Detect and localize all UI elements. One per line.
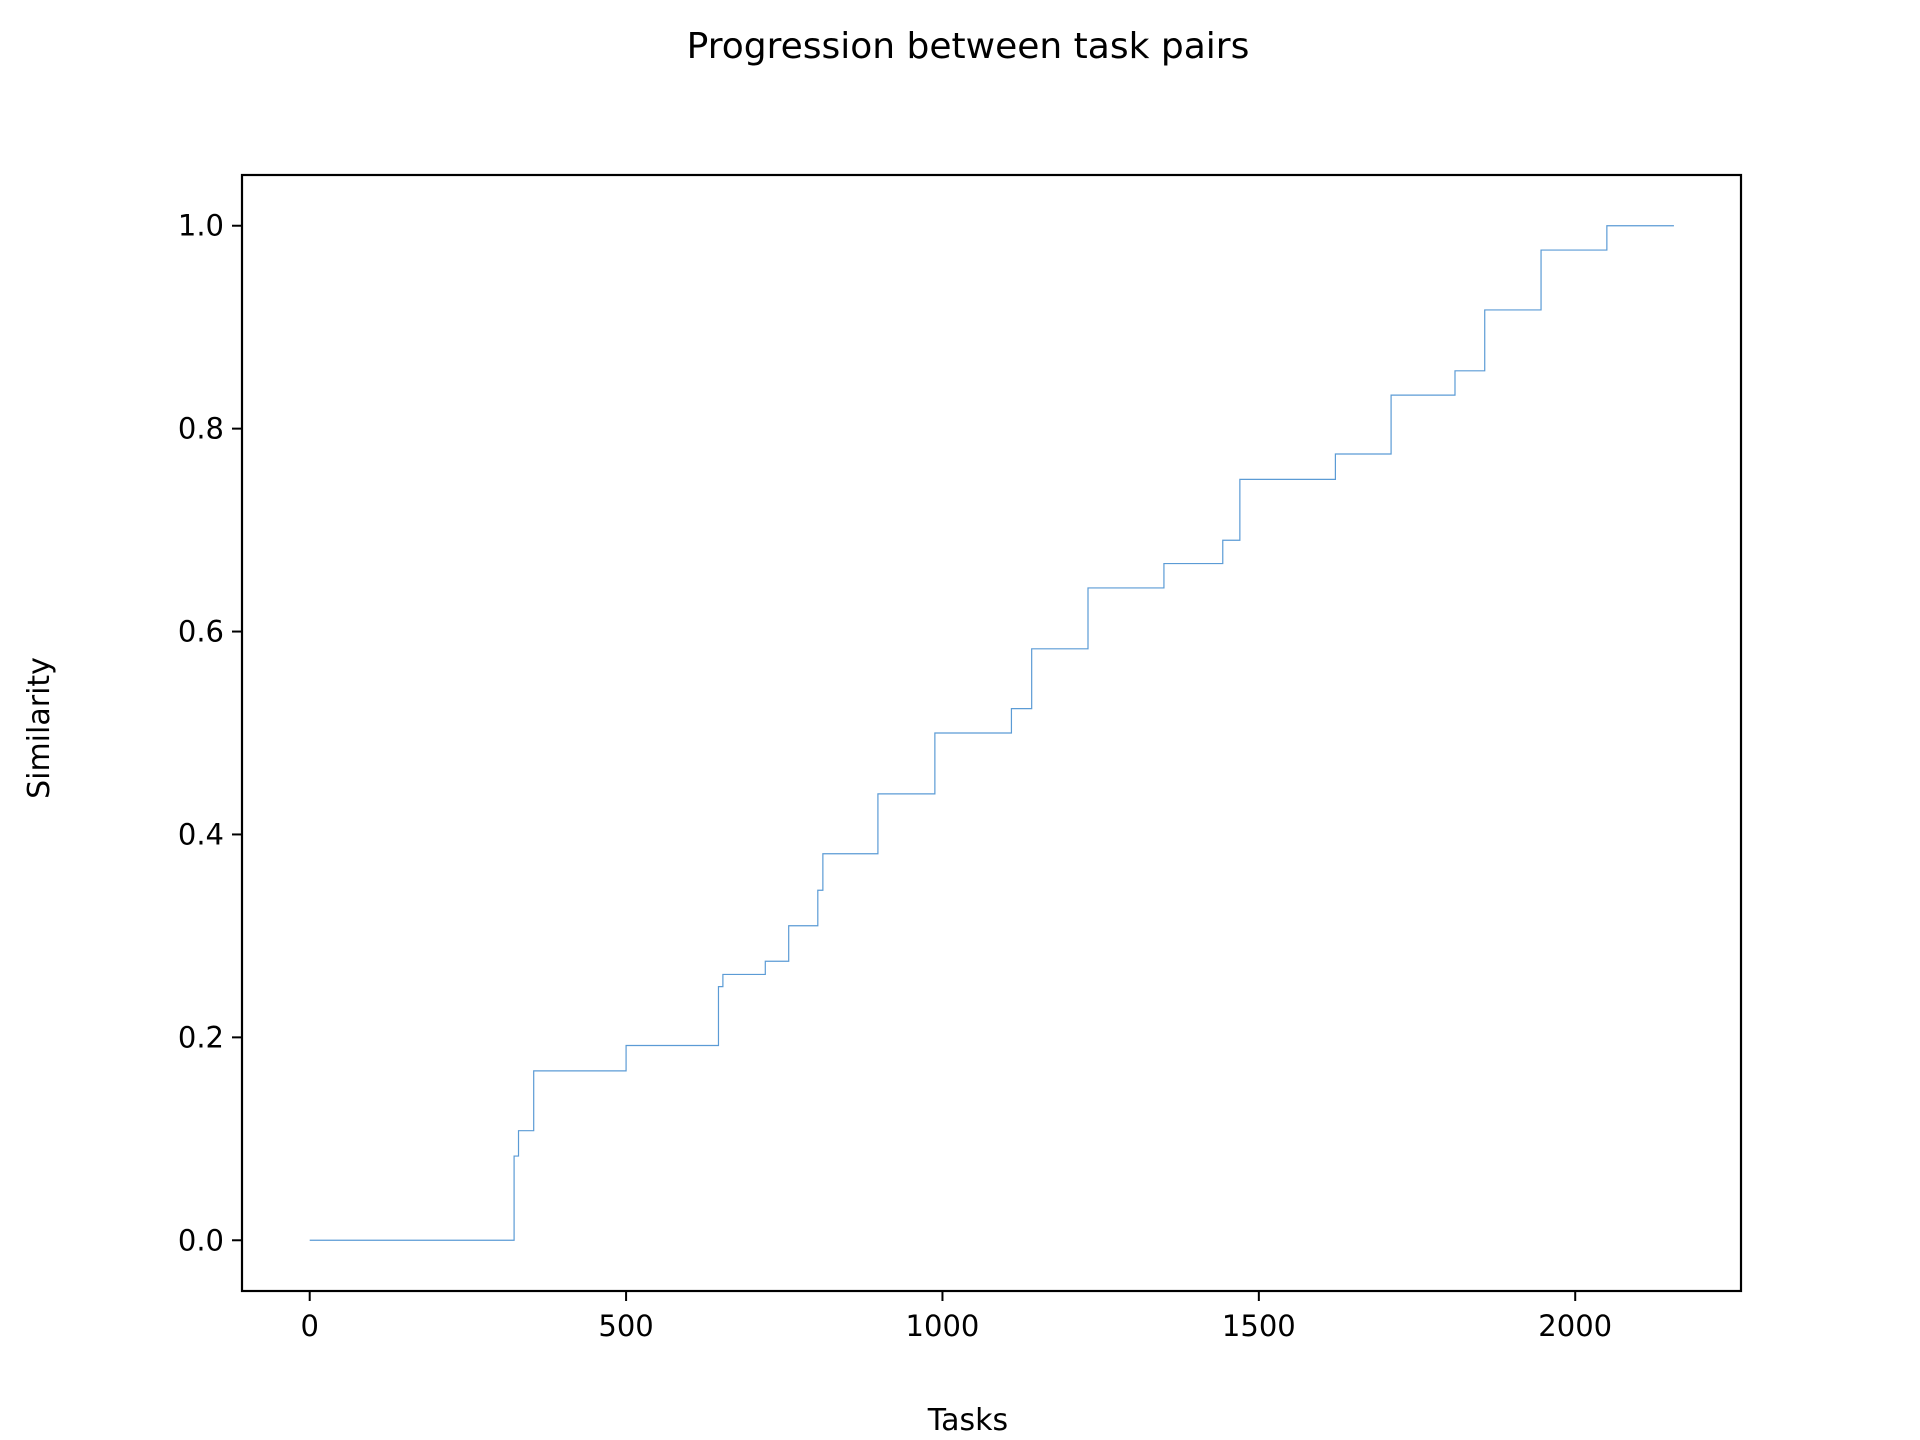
x-axis-label: Tasks bbox=[927, 1403, 1008, 1438]
x-tick-label: 0 bbox=[300, 1309, 318, 1343]
y-tick-label: 0.4 bbox=[178, 817, 224, 851]
plot-frame bbox=[240, 173, 1743, 1293]
y-tick-label: 1.0 bbox=[178, 209, 224, 243]
x-tick-label: 2000 bbox=[1538, 1309, 1612, 1343]
x-tick-label: 1000 bbox=[906, 1309, 980, 1343]
y-axis: 0.0 0.2 0.4 0.6 0.8 1.0 bbox=[178, 209, 242, 1257]
y-tick-label: 0.8 bbox=[178, 412, 224, 446]
y-tick-label: 0.0 bbox=[178, 1223, 224, 1257]
x-axis: 0 500 1000 1500 2000 bbox=[300, 1291, 1612, 1343]
y-tick-label: 0.2 bbox=[178, 1020, 224, 1054]
chart-title: Progression between task pairs bbox=[687, 26, 1250, 67]
similarity-step-line bbox=[309, 225, 1674, 1241]
x-tick-label: 500 bbox=[598, 1309, 653, 1343]
y-axis-label: Similarity bbox=[22, 657, 57, 799]
x-tick-label: 1500 bbox=[1222, 1309, 1296, 1343]
plot-area bbox=[240, 173, 1743, 1293]
y-tick-label: 0.6 bbox=[178, 615, 224, 649]
